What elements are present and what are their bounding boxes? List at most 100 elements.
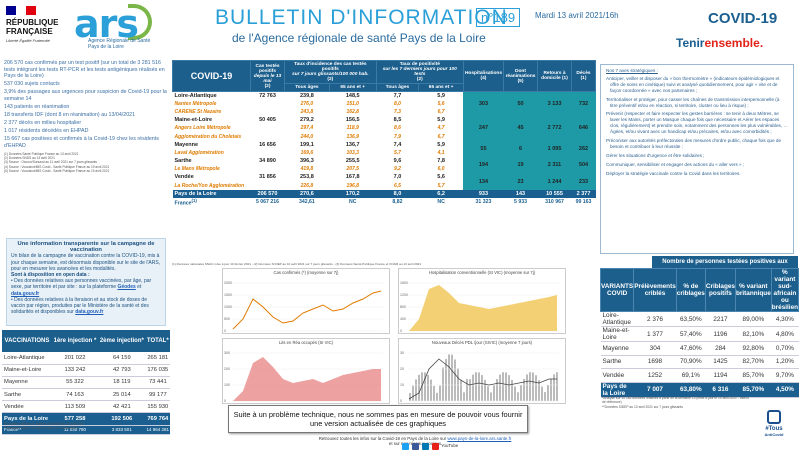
- strategy-item: Gérer les situations d'urgence et être s…: [606, 152, 705, 158]
- tick-label: 400: [400, 317, 406, 321]
- table-cell: 5,9: [437, 92, 445, 99]
- col-header: Taux de positivité sur les 7 derniers jou…: [375, 60, 464, 84]
- facebook-icon[interactable]: [412, 443, 419, 450]
- chart-title: Lits en Réa occupés (SI VIC): [279, 340, 333, 345]
- bar: [451, 354, 453, 401]
- bar: [427, 374, 429, 401]
- table-cell: 64 159: [98, 352, 146, 365]
- bar: [457, 368, 459, 401]
- table-cell: 2 311: [537, 157, 572, 174]
- bar: [550, 378, 552, 401]
- bar: [439, 385, 441, 401]
- table-row-sub: Laval Agglomération 169,6 103,3 5,7 4,1: [173, 149, 596, 157]
- table-cell: [251, 100, 285, 108]
- strategy-title: Nos 7 axes stratégiques :: [606, 68, 658, 73]
- col-header: Tous âges: [284, 83, 330, 92]
- linkedin-icon[interactable]: [422, 443, 429, 450]
- bar: [490, 392, 492, 401]
- table-cell: 1 244: [537, 173, 572, 190]
- table-cell: 1196: [705, 326, 736, 342]
- table-cell: 199,1: [300, 141, 314, 148]
- table-cell: 156,5: [345, 117, 360, 124]
- sources-list: (1) Données Santé Publique France au 13 …: [4, 151, 110, 173]
- bar: [505, 372, 507, 401]
- table-row: Sarthe 74 163 25 014 99 177: [2, 388, 170, 402]
- table-cell: 5,6: [437, 100, 445, 107]
- col-header: COVID-19: [172, 60, 251, 92]
- table-cell: 50 405: [259, 117, 276, 124]
- info-box-bullet: • Des données relatives aux personnes va…: [11, 278, 152, 297]
- col-header: VACCINATIONS: [2, 330, 52, 352]
- table-cell: 646: [571, 116, 596, 141]
- table-cell: 7,7: [393, 92, 402, 99]
- table-cell: 74 163: [51, 388, 99, 402]
- table-row: Vendée 113 509 42 421 155 930: [2, 400, 170, 414]
- chart-hospitalisation: 0 400 800 1200 1600 Hospitalisation conventi…: [398, 268, 566, 334]
- geodes-link[interactable]: Géodes: [117, 284, 136, 291]
- tick-label: 1200: [400, 293, 408, 297]
- table-cell: 5,7: [394, 149, 401, 156]
- bar: [553, 374, 555, 401]
- bar: [433, 385, 435, 401]
- bar: [430, 379, 432, 401]
- table-cell: 148,5: [345, 92, 360, 99]
- table-cell: 4,30%: [771, 311, 799, 327]
- table-cell: Agglomération du Choletais: [174, 133, 242, 140]
- bar: [448, 354, 450, 401]
- covid-title: COVID-19: [708, 10, 778, 27]
- table-cell: 42 421: [98, 400, 146, 414]
- table-cell: 7,4: [393, 141, 402, 148]
- table-cell: 1,20%: [771, 355, 799, 369]
- table-cell: Sarthe: [174, 158, 192, 165]
- table-cell: 2217: [705, 311, 736, 327]
- table-cell: 284: [705, 341, 736, 356]
- table-cell: 73 441: [145, 376, 170, 390]
- table-cell: Nantes Métropole: [174, 100, 217, 107]
- table-cell: 118,9: [346, 125, 359, 132]
- youtube-label: YouTube: [441, 443, 459, 448]
- col-header: % de criblages: [675, 268, 706, 312]
- table-cell: 25 014: [98, 388, 146, 402]
- table-cell: [251, 108, 285, 116]
- youtube-icon[interactable]: [432, 443, 439, 450]
- bar: [409, 393, 411, 401]
- bar: [469, 379, 471, 401]
- col-header: VARIANTS COVID: [599, 268, 635, 312]
- bar: [517, 392, 519, 401]
- col-header: Dont réanimations (5): [503, 60, 538, 92]
- key-figure: 3,9% des passages aux urgences pour susp…: [4, 89, 167, 102]
- page-subtitle: de l'Agence régionale de santé Pays de l…: [232, 31, 486, 45]
- bar: [463, 392, 465, 401]
- republique-francaise-logo: RÉPUBLIQUE FRANÇAISE: [6, 18, 59, 36]
- bar: [481, 375, 483, 401]
- col-header: 1ère injection *: [51, 330, 99, 352]
- twitter-icon[interactable]: [402, 443, 409, 450]
- table-cell: 63,50%: [676, 311, 706, 327]
- tick-label: 2000: [224, 281, 232, 285]
- table-cell: 1425: [705, 355, 736, 369]
- chart-svg: 0 400 800 1200 1600: [400, 281, 559, 333]
- datagouv-link-2[interactable]: data.gouv.fr: [75, 309, 104, 316]
- table-cell: 92,80%: [735, 341, 772, 356]
- table-cell: 113 509: [51, 400, 99, 414]
- table-cell: [251, 132, 285, 140]
- table-row: Maine-et-Loire 1 377 57,40% 1196 82,10% 4,80%: [600, 326, 799, 342]
- table-cell: 247: [463, 116, 504, 141]
- bar: [532, 372, 534, 401]
- variants-footnote: *Analyse sur 10 162 données relatives à …: [602, 396, 749, 409]
- ars-website-link[interactable]: www.pays-de-la-loire.ars.sante.fr: [447, 436, 512, 441]
- col-header: Décès (1): [571, 60, 596, 92]
- table-cell: Vendée: [600, 368, 634, 383]
- bar: [445, 359, 447, 401]
- datagouv-link[interactable]: data.gouv.fr: [11, 290, 40, 297]
- table-row-sub: La Roche/Yon Agglomération 226,8 196,8 6,5 5…: [173, 182, 596, 190]
- table-row: Loire-Atlantique 72 763 239,8 148,5 7,7 5,9 30…: [173, 91, 596, 117]
- table-cell: 196,8: [346, 182, 359, 189]
- bar: [523, 378, 525, 401]
- table-cell: 31 856: [259, 174, 276, 181]
- table-cell: 42 793: [98, 364, 146, 377]
- bar: [412, 385, 414, 401]
- tick-label: 0: [400, 399, 402, 403]
- table-cell: 167,8: [345, 174, 360, 181]
- table-cell: 233: [571, 173, 596, 190]
